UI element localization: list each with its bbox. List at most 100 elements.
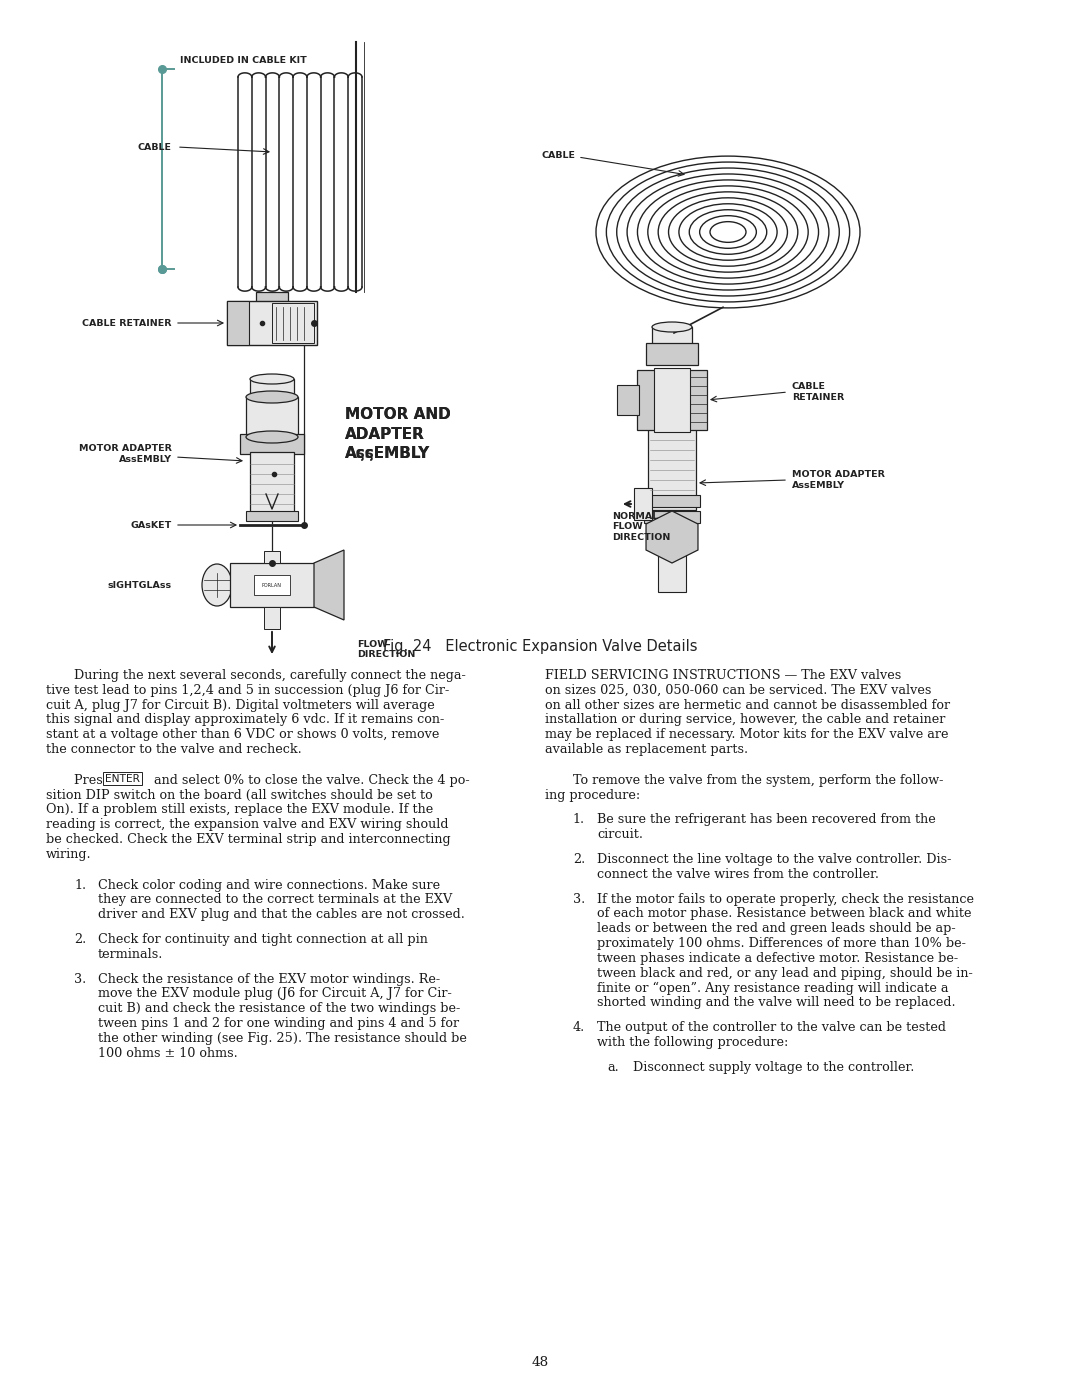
Text: leads or between the red and green leads should be ap-: leads or between the red and green leads… — [597, 922, 956, 935]
Text: CABLE: CABLE — [541, 151, 575, 159]
Text: MOTOR ADAPTER
AssEMBLY: MOTOR ADAPTER AssEMBLY — [792, 471, 885, 490]
Text: tween black and red, or any lead and piping, should be in-: tween black and red, or any lead and pip… — [597, 967, 973, 979]
Text: tween phases indicate a defective motor. Resistance be-: tween phases indicate a defective motor.… — [597, 951, 958, 965]
Text: be checked. Check the EXV terminal strip and interconnecting: be checked. Check the EXV terminal strip… — [46, 833, 450, 847]
Ellipse shape — [246, 391, 298, 402]
Bar — [637, 370, 707, 430]
Polygon shape — [646, 511, 698, 563]
Text: Disconnect supply voltage to the controller.: Disconnect supply voltage to the control… — [633, 1060, 915, 1074]
Bar — [264, 550, 280, 563]
Bar — [240, 434, 303, 454]
Text: with the following procedure:: with the following procedure: — [597, 1035, 788, 1049]
Text: tween pins 1 and 2 for one winding and pins 4 and 5 for: tween pins 1 and 2 for one winding and p… — [98, 1017, 459, 1030]
Text: 1.: 1. — [75, 879, 86, 891]
Bar — [249, 453, 294, 514]
Text: driver and EXV plug and that the cables are not crossed.: driver and EXV plug and that the cables … — [98, 908, 464, 921]
Ellipse shape — [246, 432, 298, 443]
Bar — [654, 367, 690, 432]
Ellipse shape — [652, 321, 692, 332]
Bar — [644, 495, 700, 507]
Text: INCLUDED IN CABLE KIT: INCLUDED IN CABLE KIT — [180, 56, 307, 66]
Text: move the EXV module plug (J6 for Circuit A, J7 for Cir-: move the EXV module plug (J6 for Circuit… — [98, 988, 451, 1000]
Text: GAsKET: GAsKET — [131, 521, 172, 529]
Text: MOTOR ADAPTER
AssEMBLY: MOTOR ADAPTER AssEMBLY — [79, 444, 172, 464]
Bar — [254, 576, 291, 595]
Bar — [246, 511, 298, 521]
Text: Check for continuity and tight connection at all pin: Check for continuity and tight connectio… — [98, 933, 428, 946]
Text: Check color coding and wire connections. Make sure: Check color coding and wire connections.… — [98, 879, 441, 891]
Text: cuit A, plug J7 for Circuit B). Digital voltmeters will average: cuit A, plug J7 for Circuit B). Digital … — [46, 698, 435, 711]
Text: may be replaced if necessary. Motor kits for the EXV valve are: may be replaced if necessary. Motor kits… — [545, 728, 948, 742]
Text: 4.: 4. — [573, 1021, 585, 1034]
Bar — [658, 536, 686, 592]
Text: they are connected to the correct terminals at the EXV: they are connected to the correct termin… — [98, 894, 453, 907]
Text: MOTOR AND
ADAPTER
AssEMBLY: MOTOR AND ADAPTER AssEMBLY — [345, 407, 450, 461]
Bar — [634, 488, 652, 520]
Text: wiring.: wiring. — [46, 848, 92, 861]
Text: sIGHTGLAss: sIGHTGLAss — [108, 581, 172, 590]
Text: 48: 48 — [531, 1356, 549, 1369]
Text: Be sure the refrigerant has been recovered from the: Be sure the refrigerant has been recover… — [597, 813, 935, 827]
Text: FIELD SERVICING INSTRUCTIONS — The EXV valves: FIELD SERVICING INSTRUCTIONS — The EXV v… — [545, 669, 901, 682]
Text: a.: a. — [607, 1060, 619, 1074]
Bar — [644, 511, 700, 522]
Bar — [230, 563, 315, 608]
Text: Check the resistance of the EXV motor windings. Re-: Check the resistance of the EXV motor wi… — [98, 972, 441, 986]
Text: finite or “open”. Any resistance reading will indicate a: finite or “open”. Any resistance reading… — [597, 982, 948, 995]
Text: available as replacement parts.: available as replacement parts. — [545, 743, 748, 756]
Text: 3.: 3. — [573, 893, 585, 905]
Text: proximately 100 ohms. Differences of more than 10% be-: proximately 100 ohms. Differences of mor… — [597, 937, 966, 950]
Text: the connector to the valve and recheck.: the connector to the valve and recheck. — [46, 743, 301, 756]
Text: of each motor phase. Resistance between black and white: of each motor phase. Resistance between … — [597, 908, 972, 921]
Polygon shape — [314, 550, 345, 620]
Text: NORMAL
FLOW
DIRECTION: NORMAL FLOW DIRECTION — [612, 511, 671, 542]
Text: CABLE: CABLE — [138, 142, 172, 151]
Text: installation or during service, however, the cable and retainer: installation or during service, however,… — [545, 714, 945, 726]
Text: Press: Press — [75, 774, 113, 787]
Text: CABLE
RETAINER: CABLE RETAINER — [792, 383, 845, 402]
Text: MOTOR AND
ADAPTER
AςςEMBLY: MOTOR AND ADAPTER AςςEMBLY — [345, 407, 450, 461]
Bar — [227, 300, 318, 345]
Text: and select 0% to close the valve. Check the 4 po-: and select 0% to close the valve. Check … — [150, 774, 470, 787]
Text: the other winding (see Fig. 25). The resistance should be: the other winding (see Fig. 25). The res… — [98, 1032, 467, 1045]
Text: sition DIP switch on the board (all switches should be set to: sition DIP switch on the board (all swit… — [46, 788, 433, 802]
Bar — [650, 430, 694, 500]
Text: During the next several seconds, carefully connect the nega-: During the next several seconds, careful… — [75, 669, 465, 682]
Text: stant at a voltage other than 6 VDC or shows 0 volts, remove: stant at a voltage other than 6 VDC or s… — [46, 728, 440, 742]
Bar — [264, 608, 280, 629]
Text: ing procedure:: ing procedure: — [545, 788, 640, 802]
Text: this signal and display approximately 6 vdc. If it remains con-: this signal and display approximately 6 … — [46, 714, 444, 726]
Text: 2.: 2. — [75, 933, 86, 946]
Text: 2.: 2. — [573, 854, 585, 866]
Text: reading is correct, the expansion valve and EXV wiring should: reading is correct, the expansion valve … — [46, 819, 448, 831]
Text: PORLAN: PORLAN — [262, 583, 282, 588]
Text: terminals.: terminals. — [98, 947, 163, 961]
Bar — [652, 327, 692, 345]
Text: 1.: 1. — [573, 813, 585, 827]
Ellipse shape — [249, 374, 294, 384]
Text: tive test lead to pins 1,2,4 and 5 in succession (plug J6 for Cir-: tive test lead to pins 1,2,4 and 5 in su… — [46, 683, 449, 697]
Text: The output of the controller to the valve can be tested: The output of the controller to the valv… — [597, 1021, 946, 1034]
Text: Fig. 24   Electronic Expansion Valve Details: Fig. 24 Electronic Expansion Valve Detai… — [382, 638, 698, 654]
Bar — [256, 292, 288, 327]
Ellipse shape — [202, 564, 232, 606]
Text: cuit B) and check the resistance of the two windings be-: cuit B) and check the resistance of the … — [98, 1002, 460, 1016]
Text: circuit.: circuit. — [597, 828, 643, 841]
Text: 100 ohms ± 10 ohms.: 100 ohms ± 10 ohms. — [98, 1046, 238, 1059]
Bar — [648, 427, 696, 510]
Bar — [646, 344, 698, 365]
Text: on sizes 025, 030, 050-060 can be serviced. The EXV valves: on sizes 025, 030, 050-060 can be servic… — [545, 683, 931, 697]
Text: If the motor fails to operate properly, check the resistance: If the motor fails to operate properly, … — [597, 893, 974, 905]
Text: shorted winding and the valve will need to be replaced.: shorted winding and the valve will need … — [597, 996, 956, 1009]
Text: To remove the valve from the system, perform the follow-: To remove the valve from the system, per… — [573, 774, 943, 787]
Text: ENTER: ENTER — [105, 774, 140, 784]
Text: on all other sizes are hermetic and cannot be disassembled for: on all other sizes are hermetic and cann… — [545, 698, 950, 711]
Text: CABLE RETAINER: CABLE RETAINER — [82, 319, 172, 327]
Text: connect the valve wires from the controller.: connect the valve wires from the control… — [597, 868, 879, 880]
Bar — [617, 386, 639, 415]
Bar — [246, 397, 298, 437]
Bar — [227, 300, 249, 345]
Text: FLOW
DIRECTION: FLOW DIRECTION — [357, 640, 416, 659]
Bar — [249, 379, 294, 397]
Bar — [272, 303, 314, 344]
